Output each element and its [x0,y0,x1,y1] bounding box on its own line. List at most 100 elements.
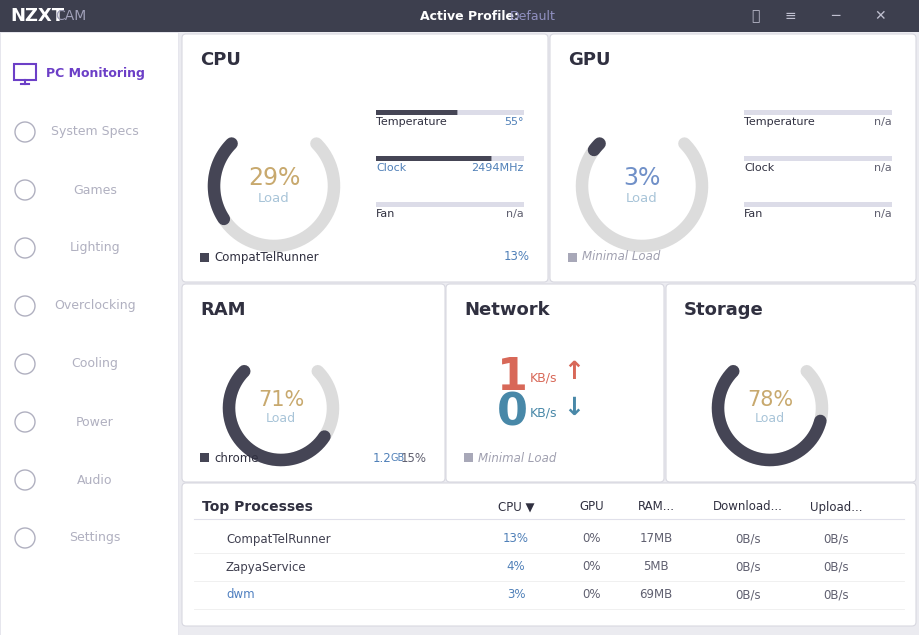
FancyBboxPatch shape [182,483,915,626]
Text: Fan: Fan [743,209,763,219]
FancyBboxPatch shape [199,453,209,462]
Text: Upload...: Upload... [809,500,861,514]
Text: 3%: 3% [623,166,660,190]
Text: Power: Power [76,415,114,429]
Text: 0B/s: 0B/s [734,561,760,573]
Text: ZapyaService: ZapyaService [226,561,306,573]
Text: Temperature: Temperature [743,117,814,127]
Text: ✕: ✕ [873,9,885,23]
FancyBboxPatch shape [376,110,457,115]
Text: 0B/s: 0B/s [823,533,848,545]
Text: ↑: ↑ [562,360,584,384]
FancyBboxPatch shape [446,284,664,482]
Text: KB/s: KB/s [529,371,557,385]
Text: 0B/s: 0B/s [734,589,760,601]
Text: n/a: n/a [873,163,891,173]
Text: 4%: 4% [506,561,525,573]
Text: Download...: Download... [712,500,782,514]
Text: System Specs: System Specs [51,126,139,138]
Text: 0B/s: 0B/s [823,561,848,573]
Text: Temperature: Temperature [376,117,447,127]
Text: 0%: 0% [582,533,601,545]
Text: n/a: n/a [873,117,891,127]
Text: Default: Default [509,10,555,22]
Text: GPU: GPU [579,500,604,514]
Text: CompatTelRunner: CompatTelRunner [226,533,330,545]
Text: Load: Load [266,413,296,425]
Text: Minimal Load: Minimal Load [478,451,556,464]
Text: Audio: Audio [77,474,113,486]
Text: GB: GB [391,453,404,463]
Text: 78%: 78% [746,390,792,410]
Text: CAM: CAM [55,9,86,23]
Text: RAM: RAM [199,301,245,319]
Text: Storage: Storage [683,301,763,319]
Text: Lighting: Lighting [70,241,120,255]
Text: Overclocking: Overclocking [54,300,136,312]
Text: Cooling: Cooling [72,358,119,370]
FancyBboxPatch shape [376,156,491,161]
FancyBboxPatch shape [376,156,524,161]
Text: Games: Games [73,184,117,196]
Text: Settings: Settings [69,531,120,544]
Text: 0: 0 [496,392,528,434]
Text: ─: ─ [830,9,838,23]
Text: Fan: Fan [376,209,395,219]
Text: ⬧: ⬧ [750,9,758,23]
Text: 0B/s: 0B/s [823,589,848,601]
Text: 71%: 71% [257,390,304,410]
Text: Clock: Clock [743,163,774,173]
Text: CPU: CPU [199,51,241,69]
Text: n/a: n/a [505,209,524,219]
Text: CompatTelRunner: CompatTelRunner [214,250,318,264]
FancyBboxPatch shape [665,284,915,482]
Text: dwm: dwm [226,589,255,601]
FancyBboxPatch shape [376,202,524,207]
FancyBboxPatch shape [743,110,891,115]
Text: PC Monitoring: PC Monitoring [46,67,144,81]
Text: Minimal Load: Minimal Load [582,250,660,264]
FancyBboxPatch shape [182,284,445,482]
Text: Load: Load [258,192,289,204]
Text: 1: 1 [496,356,528,399]
Text: 13%: 13% [504,250,529,264]
Text: ≡: ≡ [783,9,795,23]
FancyBboxPatch shape [463,453,472,462]
Text: RAM...: RAM... [637,500,674,514]
FancyBboxPatch shape [376,110,524,115]
Text: 69MB: 69MB [639,589,672,601]
Text: CPU ▼: CPU ▼ [497,500,534,514]
Text: 15%: 15% [401,451,426,464]
FancyBboxPatch shape [567,253,576,262]
Text: Network: Network [463,301,549,319]
Text: 0%: 0% [582,561,601,573]
Text: 0B/s: 0B/s [734,533,760,545]
Text: 2494MHz: 2494MHz [471,163,524,173]
Text: n/a: n/a [873,209,891,219]
Text: 1.2: 1.2 [372,451,391,464]
Text: chrome: chrome [214,451,258,464]
FancyBboxPatch shape [0,0,919,32]
Text: 55°: 55° [504,117,524,127]
FancyBboxPatch shape [199,253,209,262]
FancyBboxPatch shape [550,34,915,282]
FancyBboxPatch shape [743,202,891,207]
Text: ↓: ↓ [562,396,584,420]
Text: Top Processes: Top Processes [202,500,312,514]
Text: GPU: GPU [567,51,610,69]
Text: NZXT: NZXT [10,7,64,25]
Text: KB/s: KB/s [529,406,557,420]
Text: 29%: 29% [247,166,300,190]
FancyBboxPatch shape [0,32,177,635]
Text: Active Profile:: Active Profile: [420,10,518,22]
Text: Clock: Clock [376,163,406,173]
FancyBboxPatch shape [182,34,548,282]
FancyBboxPatch shape [743,156,891,161]
Text: 5MB: 5MB [642,561,668,573]
Text: 0%: 0% [582,589,601,601]
Text: 3%: 3% [506,589,525,601]
Text: 13%: 13% [503,533,528,545]
Text: Load: Load [754,413,784,425]
Text: Load: Load [626,192,657,204]
Text: 17MB: 17MB [639,533,672,545]
